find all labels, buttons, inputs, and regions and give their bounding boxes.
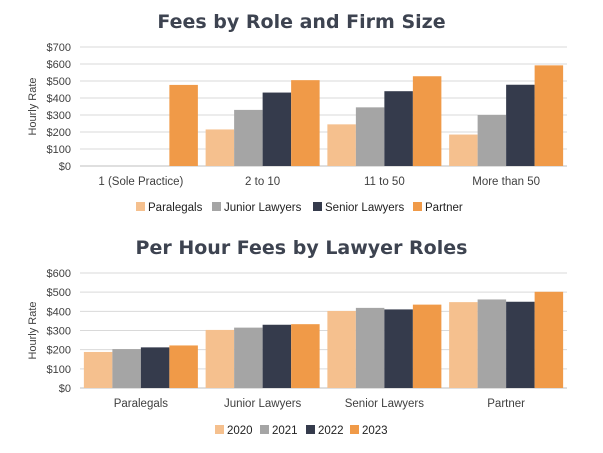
legend-swatch (413, 202, 422, 211)
bar (384, 309, 413, 388)
bar (449, 134, 478, 166)
bar (327, 124, 356, 166)
legend-label: Partner (425, 202, 463, 214)
bar (234, 327, 263, 388)
bar (355, 307, 385, 388)
bar (205, 129, 235, 166)
y-tick-label: $600 (47, 59, 71, 71)
legend-label: Junior Lawyers (224, 202, 302, 214)
legend-label: 2021 (272, 425, 298, 437)
bar (140, 347, 170, 388)
chart-2: Per Hour Fees by Lawyer Roles $0 $100 $200 $… (27, 237, 567, 437)
chart-title: Per Hour Fees by Lawyer Roles (136, 237, 468, 259)
bar (291, 80, 320, 166)
y-axis-label: Hourly Rate (27, 301, 39, 359)
legend-swatch (350, 425, 359, 434)
x-category-label: 1 (Sole Practice) (98, 176, 183, 188)
y-tick-label: $200 (47, 127, 71, 139)
x-category-label: Senior Lawyers (345, 398, 425, 410)
bar (205, 329, 235, 388)
legend-swatch (136, 202, 145, 211)
y-tick-label: $300 (47, 110, 71, 122)
x-category-label: 2 to 10 (245, 176, 280, 188)
y-tick-label: $0 (59, 161, 71, 173)
y-tick-label: $200 (47, 345, 71, 357)
y-tick-label: $500 (47, 76, 71, 88)
legend-swatch (260, 425, 269, 434)
bar (355, 107, 385, 166)
bar (83, 351, 113, 388)
legend-swatch (313, 202, 322, 211)
bar (169, 345, 198, 388)
bar (262, 324, 292, 388)
bar (506, 84, 535, 166)
legend-label: 2020 (227, 425, 253, 437)
y-axis-label: Hourly Rate (27, 77, 39, 135)
y-tick-label: $100 (47, 144, 71, 156)
bar (384, 91, 413, 166)
x-category-label: More than 50 (472, 176, 540, 188)
y-tick-label: $600 (47, 268, 71, 280)
bar (169, 84, 198, 166)
bar (534, 291, 564, 388)
bar (262, 92, 292, 166)
y-tick-label: $500 (47, 287, 71, 299)
legend-swatch (306, 425, 315, 434)
bar (477, 115, 507, 166)
y-tick-label: $300 (47, 326, 71, 338)
y-tick-label: $400 (47, 306, 71, 318)
legend-label: 2022 (318, 425, 344, 437)
bar (327, 310, 356, 388)
y-tick-label: $700 (47, 42, 71, 54)
bar (291, 324, 320, 388)
legend-label: Senior Lawyers (325, 202, 405, 214)
y-tick-label: $400 (47, 93, 71, 105)
y-tick-label: $0 (59, 383, 71, 395)
bar (477, 299, 507, 388)
x-category-label: 11 to 50 (364, 176, 405, 188)
x-category-label: Paralegals (114, 398, 169, 410)
y-tick-label: $100 (47, 364, 71, 376)
chart-1: Fees by Role and Firm Size $0 $100 $200 $300… (27, 11, 567, 214)
bar (412, 304, 442, 388)
x-category-label: Partner (487, 398, 525, 410)
bar (534, 65, 564, 166)
legend-swatch (215, 425, 224, 434)
bar (234, 109, 263, 166)
chart-title: Fees by Role and Firm Size (157, 11, 445, 33)
legend-label: 2023 (362, 425, 388, 437)
bar (449, 302, 478, 388)
bar (112, 349, 141, 388)
bar (506, 301, 535, 388)
legend-label: Paralegals (148, 202, 203, 214)
legend-swatch (212, 202, 221, 211)
bar (412, 76, 442, 166)
x-category-label: Junior Lawyers (224, 398, 302, 410)
